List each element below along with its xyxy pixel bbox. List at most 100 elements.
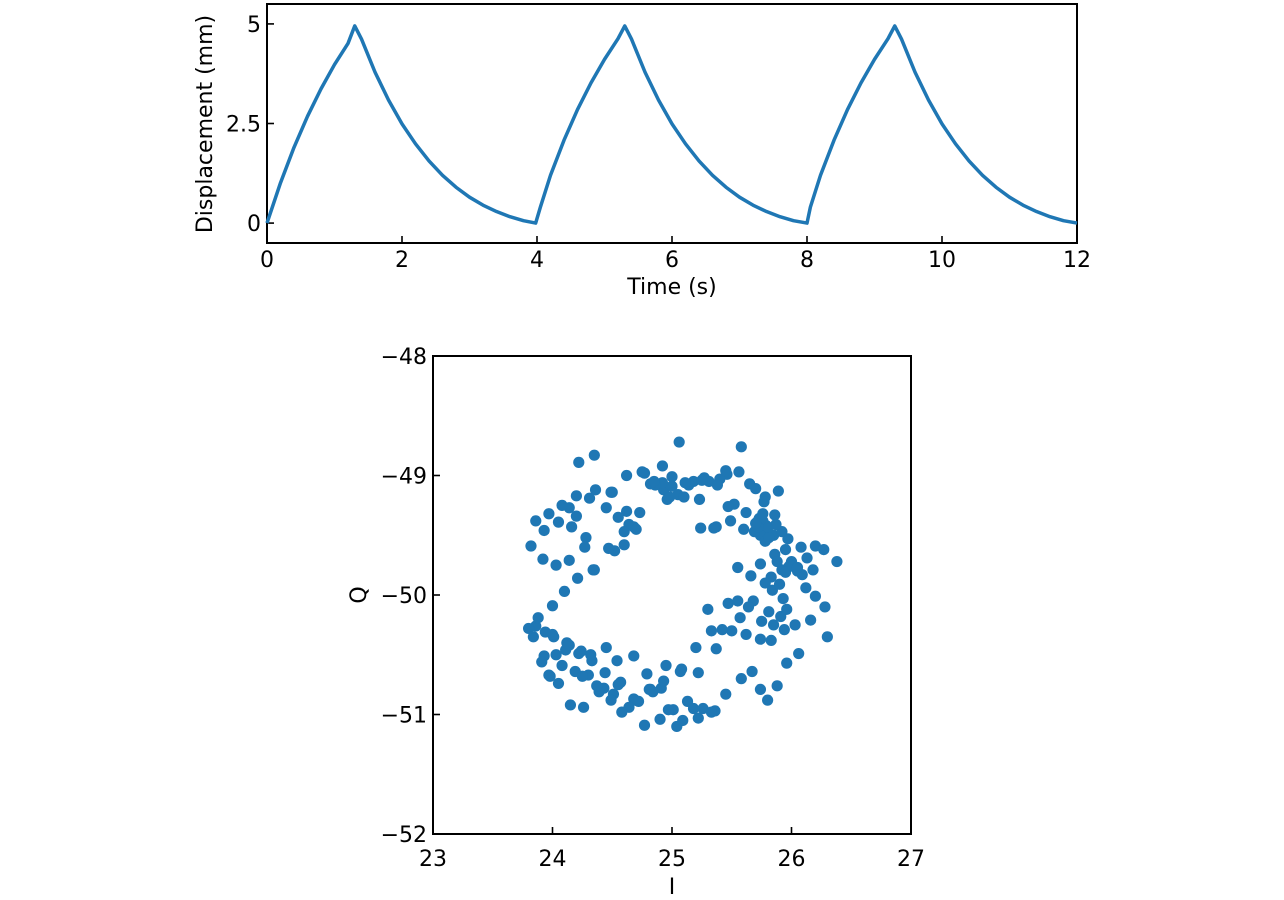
- scatter-point: [778, 624, 790, 636]
- scatter-point: [600, 641, 612, 654]
- scatter-point: [745, 570, 757, 582]
- scatter-point: [757, 508, 769, 520]
- scatter-point: [550, 649, 562, 661]
- scatter-point: [641, 668, 653, 680]
- scatter-point: [695, 522, 707, 534]
- scatter-point: [543, 669, 555, 681]
- scatter-point: [773, 578, 786, 590]
- scatter-point: [733, 466, 745, 478]
- scatter-point: [696, 474, 708, 486]
- scatter-point: [580, 532, 592, 544]
- scatter-point: [777, 592, 789, 605]
- scatter-point: [525, 540, 537, 552]
- scatter-point: [771, 680, 783, 692]
- scatter-point: [770, 518, 782, 531]
- scatter-point: [702, 603, 714, 615]
- scatter-point: [603, 542, 615, 554]
- scatter-point: [618, 526, 630, 538]
- scatter-point: [771, 555, 783, 568]
- scatter-point: [738, 523, 750, 535]
- scatter-point: [740, 506, 752, 519]
- top-y-ticks: 02.55: [226, 13, 274, 237]
- scatter-point: [527, 631, 539, 643]
- scatter-point: [564, 699, 577, 711]
- scatter-point: [692, 667, 704, 679]
- scatter-point: [692, 712, 704, 724]
- scatter-point: [758, 496, 770, 508]
- scatter-point: [793, 647, 805, 660]
- top-x-tick-label: 10: [928, 248, 956, 273]
- scatter-point: [800, 582, 812, 594]
- scatter-point: [754, 683, 767, 696]
- scatter-point: [566, 521, 578, 533]
- scatter-point: [583, 492, 596, 504]
- scatter-point: [673, 436, 685, 448]
- scatter-point: [561, 637, 573, 649]
- top-x-tick-label: 12: [1063, 248, 1091, 273]
- top-x-tick-label: 4: [530, 248, 544, 273]
- scatter-point: [801, 552, 813, 564]
- scatter-point: [620, 469, 633, 482]
- scatter-point: [763, 606, 775, 618]
- scatter-point: [693, 493, 706, 505]
- scatter-point: [789, 619, 801, 631]
- scatter-point: [679, 477, 691, 489]
- bottom-plot-frame: [432, 355, 912, 835]
- scatter-point: [809, 590, 822, 602]
- scatter-point: [591, 680, 603, 692]
- top-x-tick-label: 6: [665, 248, 679, 273]
- scatter-point: [588, 449, 600, 461]
- scatter-point: [612, 679, 624, 691]
- bottom-x-ticks: 23 24 25 26 27: [419, 827, 925, 872]
- scatter-point: [620, 505, 633, 517]
- scatter-point: [754, 558, 767, 570]
- bottom-y-tick-label: −48: [381, 345, 427, 370]
- scatter-point: [570, 510, 583, 522]
- scatter-point: [543, 508, 555, 520]
- scatter-point: [735, 673, 747, 685]
- bottom-x-tick-label: 27: [897, 847, 925, 872]
- scatter-point: [575, 645, 587, 657]
- scatter-point: [556, 659, 568, 672]
- scatter-point: [781, 603, 793, 615]
- scatter-point: [662, 704, 675, 716]
- scatter-point: [763, 532, 775, 544]
- scatter-point: [705, 625, 718, 637]
- top-x-axis-label: Time (s): [626, 275, 716, 300]
- scatter-point: [638, 467, 651, 479]
- scatter-point: [705, 706, 718, 718]
- bottom-y-axis-label: Q: [347, 586, 372, 603]
- scatter-point: [573, 456, 585, 468]
- bottom-y-ticks: −52 −51 −50 −49 −48: [381, 345, 440, 848]
- scatter-point: [678, 491, 690, 503]
- scatter-point: [687, 702, 700, 715]
- top-y-tick-label: 5: [247, 13, 261, 38]
- scatter-point: [710, 643, 722, 655]
- scatter-point: [767, 619, 780, 631]
- scatter-point: [558, 585, 571, 598]
- scatter-point: [720, 688, 732, 700]
- scatter-point: [818, 543, 830, 556]
- scatter-point: [546, 600, 559, 612]
- scatter-point: [697, 702, 709, 715]
- scatter-point: [690, 641, 702, 654]
- scatter-point: [577, 701, 590, 713]
- scatter-point: [536, 656, 548, 668]
- scatter-point: [765, 634, 777, 647]
- scatter-point: [819, 601, 831, 613]
- scatter-point: [772, 485, 784, 497]
- scatter-point: [674, 665, 686, 678]
- bottom-y-tick-label: −51: [381, 704, 427, 729]
- scatter-point: [762, 522, 774, 534]
- scatter-point: [563, 554, 575, 566]
- scatter-point: [735, 441, 747, 453]
- scatter-point: [831, 555, 843, 568]
- top-y-axis-label: Displacement (mm): [193, 15, 218, 233]
- scatter-point: [579, 541, 591, 553]
- scatter-point: [724, 515, 737, 527]
- scatter-point: [732, 595, 744, 607]
- scatter-point: [754, 633, 767, 645]
- scatter-point: [648, 475, 660, 488]
- scatter-point: [666, 480, 678, 492]
